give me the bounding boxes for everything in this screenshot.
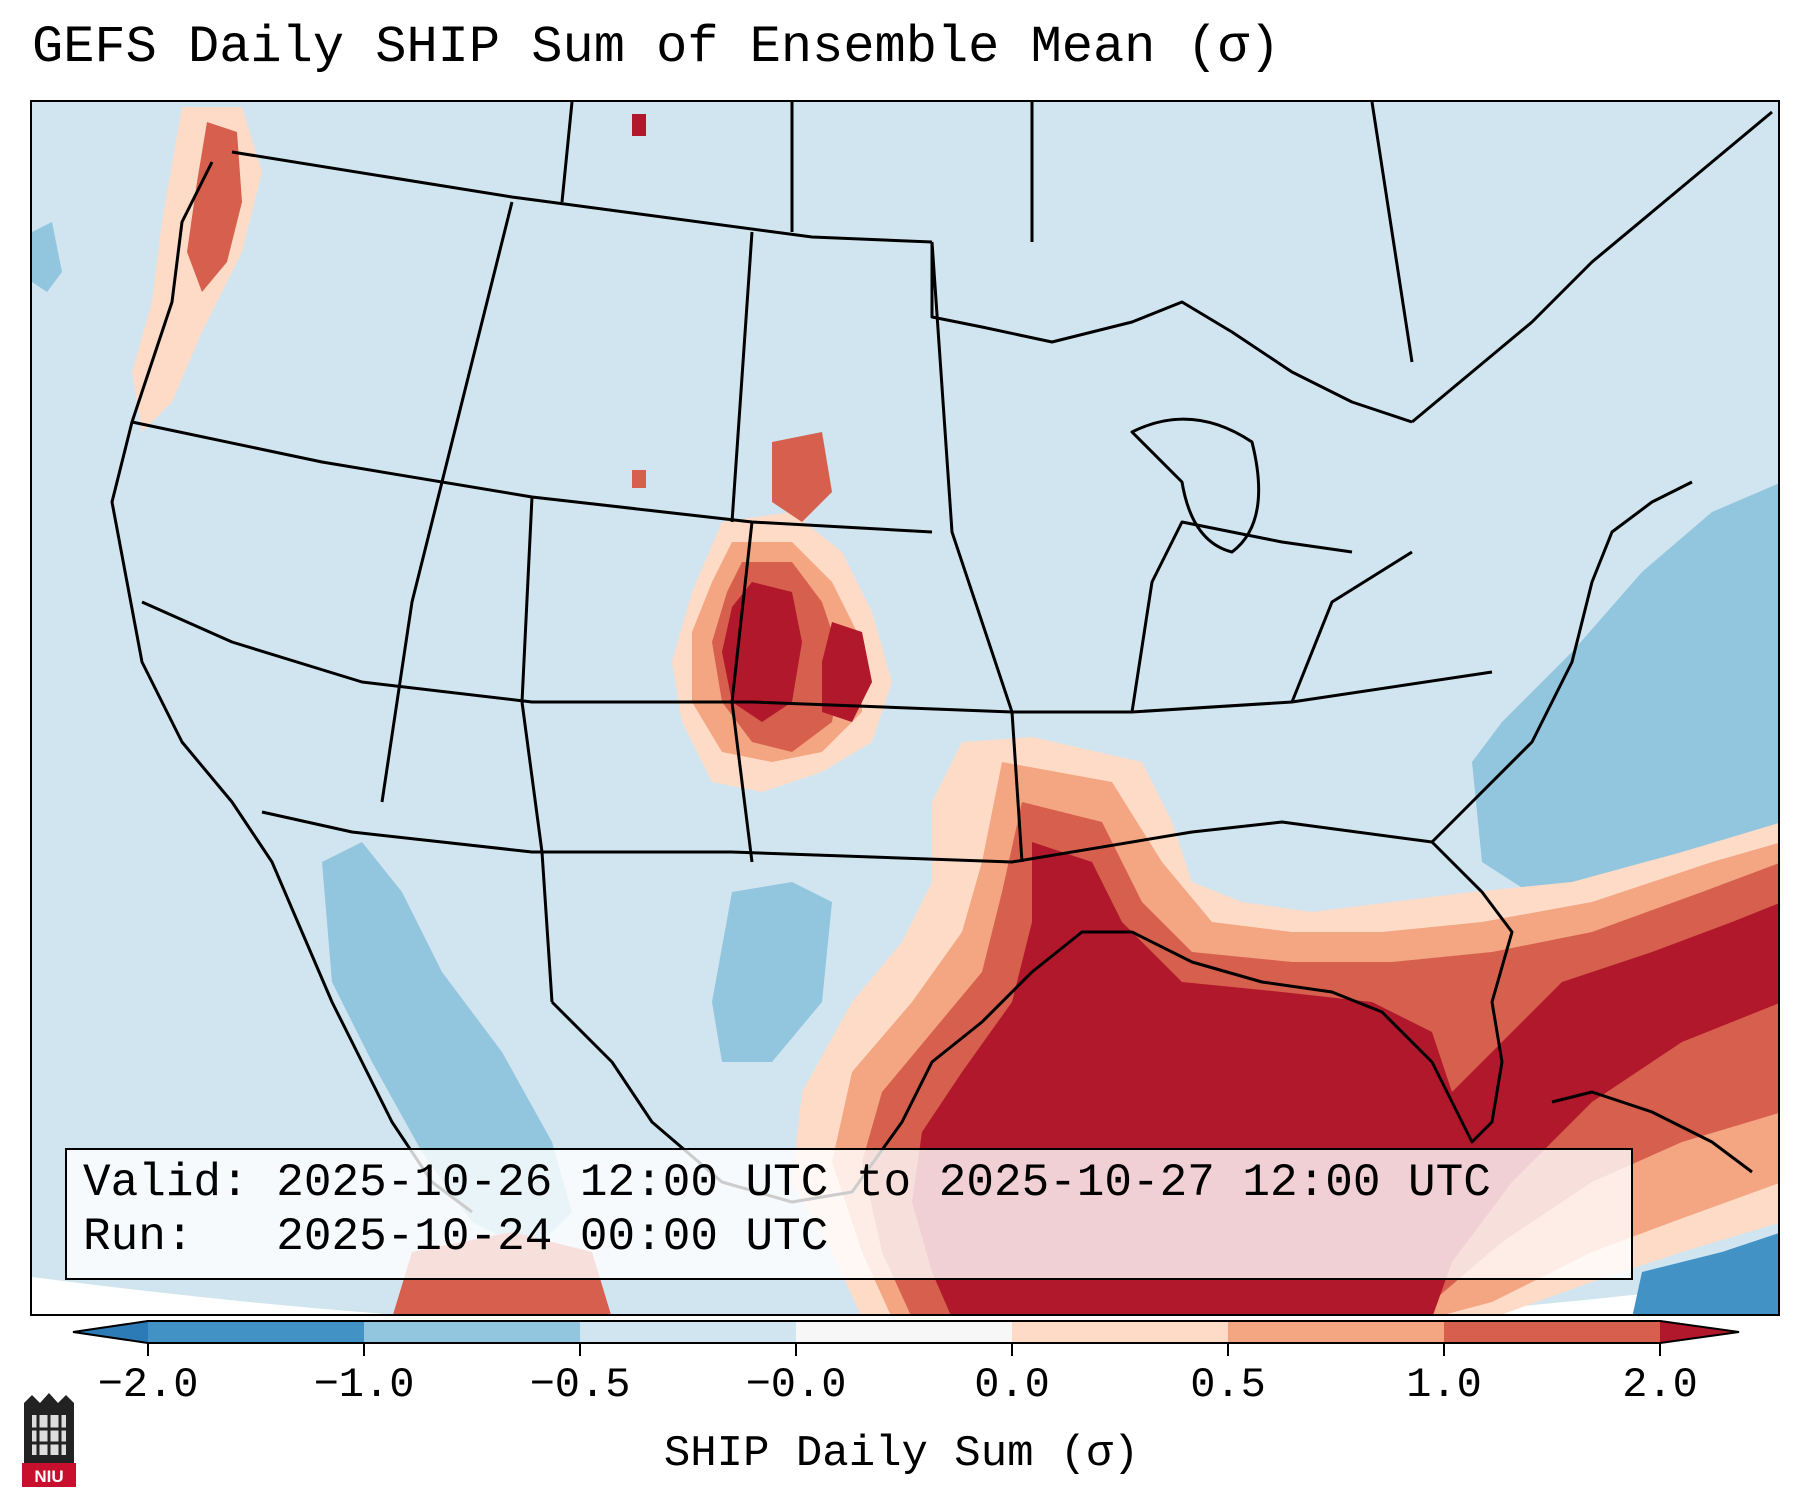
state-line-verticals [380,201,1024,863]
colorbar-segment-2 [364,1320,580,1344]
state-line-south [261,810,1433,864]
state-line-mid [141,600,1493,714]
state-line-rockies [520,496,754,1003]
anomaly-blue-pacific [32,222,62,292]
colorbar-extend-high [1660,1320,1740,1344]
colorbar-segment-6 [1228,1320,1444,1344]
lake-michigan [1130,417,1261,554]
colorbar-tick-label: −2.0 [97,1361,199,1409]
anomaly-blue-texas [712,882,832,1062]
map-canvas [32,102,1778,1314]
east-coastline [1430,480,1693,844]
run-label: Run: [83,1211,194,1263]
colorbar-tick [363,1344,365,1356]
colorbar-tick [1443,1344,1445,1356]
colorbar-tick-label: 1.0 [1406,1361,1482,1409]
cuba-outline [1551,1090,1753,1174]
colorbar-tick-label: 0.5 [1190,1361,1266,1409]
canada-border-west [231,150,933,244]
colorbar-extend-low [72,1320,148,1344]
anomaly-cell-wyoming [632,470,646,488]
colorbar-tick-label: −0.5 [529,1361,631,1409]
colorbar-tick-label: 0.0 [974,1361,1050,1409]
logo-text: NIU [34,1467,63,1486]
anomaly-blue-caribbean [1632,1233,1778,1314]
colorbar-tick [579,1344,581,1356]
colorbar-tick [1659,1344,1661,1356]
colorbar-tick-label: 2.0 [1622,1361,1698,1409]
anomaly-cell-canada [632,114,646,136]
run-value: 2025-10-24 00:00 UTC [276,1211,829,1263]
west-coastline [110,161,473,1214]
colorbar-segment-3 [580,1320,796,1344]
colorbar-tick [795,1344,797,1356]
state-line-east [1130,520,1413,713]
canadian-province-lines [560,102,1414,363]
valid-label: Valid: [83,1157,249,1209]
colorbar-segment-5 [1012,1320,1228,1344]
colorbar [72,1320,1740,1344]
anomaly-blue-atlantic [1472,483,1778,907]
colorbar-tick [1227,1344,1229,1356]
colorbar-segment-4 [796,1320,1012,1344]
colorbar-segment-7 [1444,1320,1660,1344]
valid-value: 2025-10-26 12:00 UTC to 2025-10-27 12:00… [276,1157,1491,1209]
anomaly-dark-red-kansas [822,622,872,722]
anomaly-red-dakota [772,432,832,522]
colorbar-segment-1 [148,1320,364,1344]
map-panel [30,100,1780,1316]
colorbar-tick [1011,1344,1013,1356]
niu-logo: NIU [22,1393,76,1487]
page-title: GEFS Daily SHIP Sum of Ensemble Mean (σ) [32,18,1281,77]
anomaly-red-pnw [187,122,242,292]
colorbar-outline [72,1320,1740,1344]
colorbar-tick-label: −1.0 [313,1361,415,1409]
boundaries [110,102,1773,1214]
colorbar-label: SHIP Daily Sum (σ) [663,1429,1140,1479]
valid-run-info-box: Valid: 2025-10-26 12:00 UTC to 2025-10-2… [65,1148,1633,1280]
colorbar-tick-label: −0.0 [745,1361,847,1409]
canada-border-east [1411,110,1773,424]
canada-border-great-lakes [930,242,1413,424]
colorbar-tick [147,1344,149,1356]
